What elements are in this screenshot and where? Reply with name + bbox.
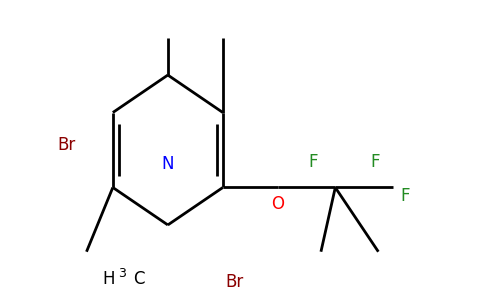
Text: H: H xyxy=(103,270,115,288)
Text: C: C xyxy=(133,270,144,288)
Text: Br: Br xyxy=(225,273,243,291)
Text: F: F xyxy=(308,153,318,171)
Text: F: F xyxy=(370,153,380,171)
Text: 3: 3 xyxy=(118,267,125,280)
Text: O: O xyxy=(272,195,285,213)
Text: F: F xyxy=(400,187,409,205)
Text: Br: Br xyxy=(58,136,76,154)
Text: N: N xyxy=(162,155,174,173)
